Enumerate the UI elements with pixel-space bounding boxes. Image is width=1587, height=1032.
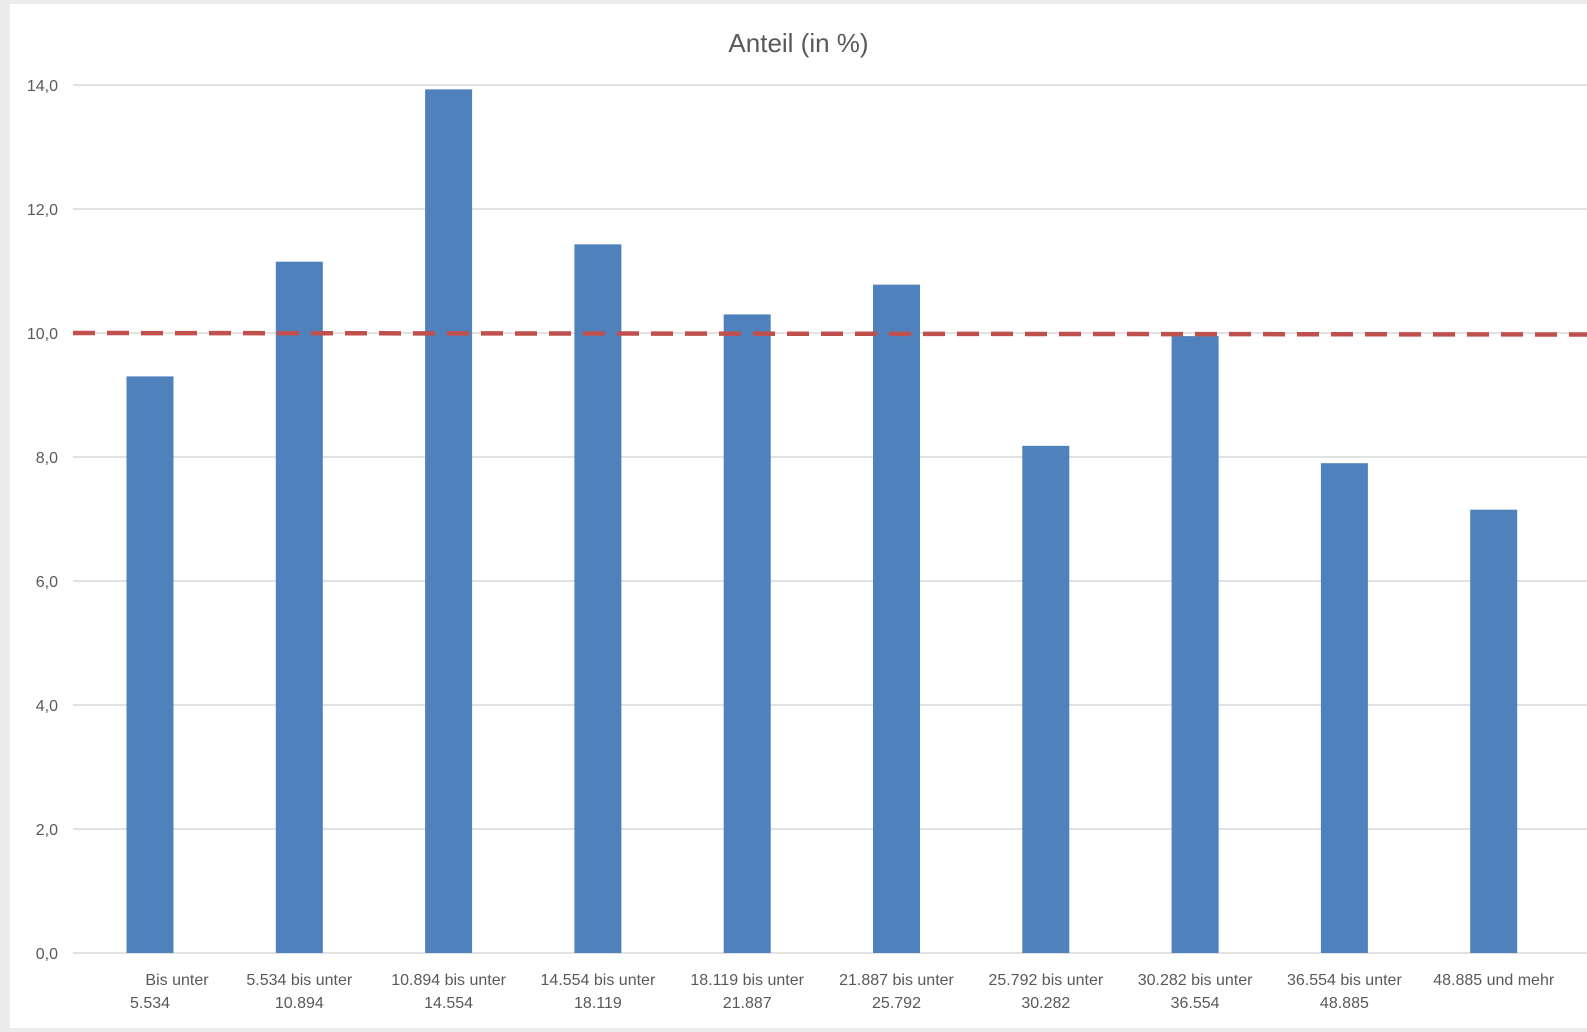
y-tick-label: 6,0 (36, 574, 58, 591)
y-tick-label: 8,0 (36, 450, 58, 467)
x-tick-label: 36.554 bis unter 48.885 (1287, 972, 1402, 1012)
bar (425, 89, 473, 954)
x-axis-ticks: Bis unter 5.534 5.534 bis unter 10.894 10.89… (130, 972, 1555, 1012)
x-tick-label: Bis unter 5.534 (130, 972, 209, 1012)
y-tick-label: 12,0 (27, 202, 58, 219)
bar (574, 244, 622, 954)
bar (873, 284, 920, 953)
bar (723, 314, 771, 953)
reference-line (72, 330, 1587, 337)
x-tick-label: 25.792 bis unter 30.282 (988, 972, 1103, 1012)
x-tick-label: 21.887 bis unter 25.792 (839, 972, 954, 1012)
y-tick-label: 0,0 (36, 946, 58, 963)
bars (126, 89, 1518, 954)
reference-line-layer (72, 330, 1587, 337)
bar (1470, 509, 1518, 953)
x-tick-label: 48.885 und mehr (1433, 972, 1555, 989)
bar (1171, 336, 1219, 954)
y-tick-label: 10,0 (27, 326, 58, 343)
x-tick-label: 30.282 bis unter 36.554 (1138, 972, 1253, 1012)
bar-chart: 0,0 2,0 4,0 6,0 8,0 10,0 12,0 14,0 Bis unter 5.5… (27, 78, 1587, 1012)
bar (126, 376, 174, 953)
x-tick-label: 14.554 bis unter 18.119 (541, 972, 656, 1012)
y-tick-label: 14,0 (27, 78, 58, 95)
bar (275, 261, 323, 953)
y-tick-label: 4,0 (36, 698, 58, 715)
y-tick-label: 2,0 (36, 822, 58, 839)
chart-title: Anteil (in %) (728, 28, 869, 58)
bar (1320, 463, 1368, 953)
chart-area: Anteil (in %) 0,0 2,0 4,0 6,0 8,0 10,0 12,0 14,… (10, 4, 1587, 1028)
x-tick-label: 5.534 bis unter 10.894 (246, 972, 353, 1012)
y-axis-ticks: 0,0 2,0 4,0 6,0 8,0 10,0 12,0 14,0 (27, 78, 58, 963)
x-tick-label: 10.894 bis unter 14.554 (391, 972, 506, 1012)
bar (1022, 445, 1070, 953)
x-tick-label: 18.119 bis unter 21.887 (690, 972, 804, 1012)
